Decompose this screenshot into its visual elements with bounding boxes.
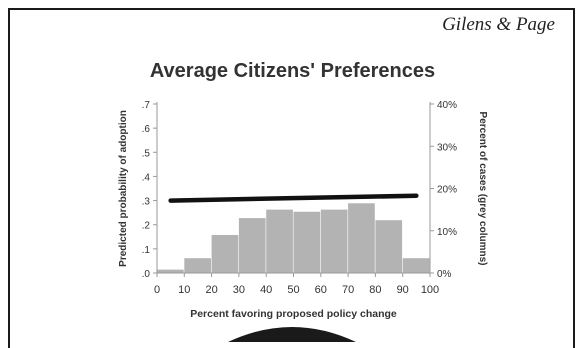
- page-frame: [8, 8, 575, 348]
- x-tick-label: 100: [421, 284, 439, 296]
- x-tick-label: 0: [154, 284, 160, 296]
- histogram-bar: [266, 209, 293, 273]
- x-tick-label: 80: [369, 284, 381, 296]
- x-axis-label: Percent favoring proposed policy change: [190, 308, 397, 320]
- y-axis-left-label: Predicted probability of adoption: [118, 110, 129, 267]
- x-tick-label: 60: [315, 284, 327, 296]
- y-right-tick-label: 0%: [437, 269, 452, 280]
- histogram-bar: [320, 209, 348, 273]
- x-tick-label: 30: [233, 284, 245, 296]
- histogram-bar: [211, 234, 239, 273]
- y-right-tick-label: 20%: [437, 185, 457, 196]
- y-left-tick-label: .5: [142, 148, 151, 159]
- histogram-bar: [157, 269, 184, 273]
- decorative-shape: [228, 327, 356, 342]
- histogram-bar: [402, 258, 430, 273]
- y-axis-right-label: Percent of cases (grey columns): [477, 112, 488, 266]
- y-left-tick-label: .7: [142, 100, 151, 111]
- y-right-tick-label: 40%: [437, 100, 457, 111]
- histogram-bar: [238, 218, 266, 273]
- y-left-tick-label: .0: [142, 269, 151, 280]
- y-right-tick-label: 10%: [437, 227, 457, 238]
- prediction-line: [168, 193, 419, 203]
- histogram-bar: [375, 220, 403, 273]
- x-tick-label: 50: [287, 284, 299, 296]
- x-tick-label: 70: [342, 284, 354, 296]
- x-tick-label: 90: [397, 284, 409, 296]
- chart-title: Average Citizens' Preferences: [149, 60, 436, 82]
- x-tick-label: 10: [178, 284, 190, 296]
- y-left-tick-label: .3: [142, 197, 151, 208]
- histogram-bar: [348, 203, 375, 273]
- y-left-tick-label: .6: [142, 124, 151, 135]
- x-tick-label: 20: [205, 284, 217, 296]
- y-left-tick-label: .4: [142, 172, 151, 183]
- author-caption: Gilens & Page: [442, 14, 555, 35]
- y-right-tick-label: 30%: [437, 142, 457, 153]
- y-left-tick-label: .2: [142, 221, 151, 232]
- histogram-bar: [293, 211, 321, 273]
- y-left-tick-label: .1: [142, 245, 151, 256]
- histogram-bar: [184, 258, 211, 273]
- x-tick-label: 40: [260, 284, 272, 296]
